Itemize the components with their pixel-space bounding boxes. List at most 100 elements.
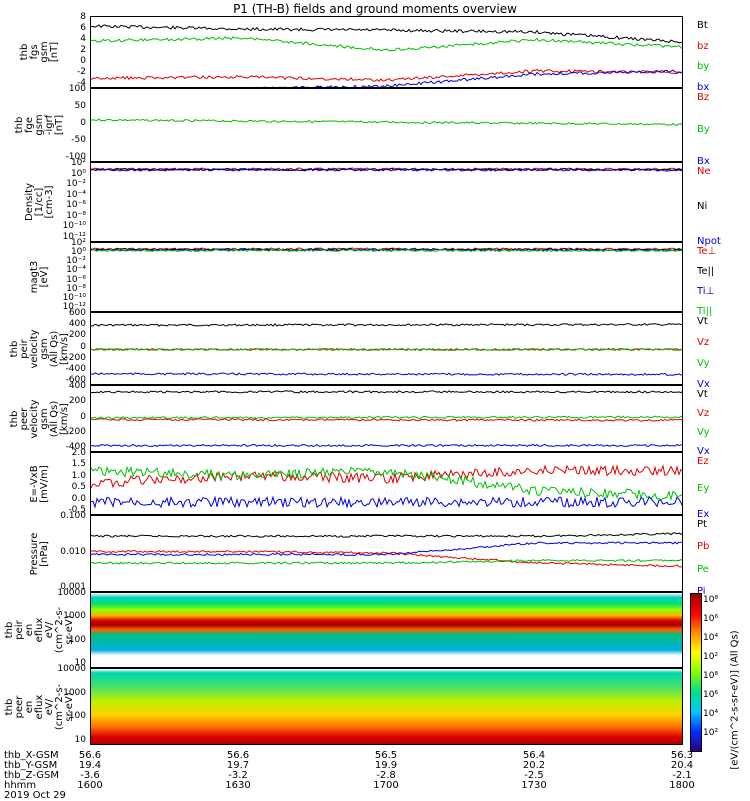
- xaxis-row-label: thb_Z-GSM: [4, 770, 59, 781]
- ytick-density: 10²: [70, 158, 86, 168]
- legend-efield-Ez: Ez: [697, 456, 709, 467]
- ylabel-density: Density [1/cc] [cm-3]: [24, 182, 55, 222]
- colorbar-tick: 10²: [703, 728, 719, 738]
- legend-temperature-Ti⊥: Ti⊥: [697, 286, 715, 297]
- ytick-density: 10⁻⁴: [66, 189, 86, 200]
- ytick-fgs_gsm: 6: [80, 23, 86, 33]
- ytick-fgs_gsm: -4: [77, 78, 86, 88]
- ytick-efield: 1.0: [71, 470, 86, 481]
- series-density-Ne: [91, 167, 682, 171]
- legend-fge_gsm-Bz: Bz: [697, 92, 710, 103]
- legend-peer_velocity-Vx: Vx: [697, 446, 710, 457]
- legend-peer_velocity-Vz: Vz: [697, 408, 710, 419]
- ylabel-efield: E=-VxB [mV/m]: [29, 464, 50, 503]
- series-pressure-Pe: [91, 558, 682, 565]
- legend-pressure-Pb: Pb: [697, 541, 710, 553]
- ytick-fge_gsm: -100: [65, 152, 86, 162]
- panel-temperature: [90, 242, 683, 312]
- legend-efield-Ex: Ex: [697, 509, 710, 520]
- ytick-peer_velocity: -200: [65, 426, 86, 437]
- legend-fgs_gsm-Bt: Bt: [697, 20, 708, 31]
- spectrogram-peer_spec: [91, 669, 682, 744]
- ytick-fgs_gsm: 2: [80, 45, 86, 55]
- ytick-temperature: 10⁻¹⁰: [62, 292, 86, 303]
- series-efield-Ey: [91, 465, 682, 502]
- legend-fge_gsm-Bx: Bx: [697, 156, 710, 167]
- panel-peir_velocity: [90, 312, 683, 385]
- xaxis-value: 19.9: [374, 760, 398, 771]
- xaxis-value: 1630: [225, 780, 251, 791]
- ytick-density: 10⁰: [70, 168, 86, 179]
- legend-efield-Ey: Ey: [697, 482, 710, 494]
- xaxis-value: -2.1: [672, 770, 692, 781]
- plot-area-peer_velocity: [91, 390, 682, 448]
- legend-fgs_gsm-bz: bz: [697, 40, 709, 52]
- series-fgs_gsm-bz: [91, 68, 682, 82]
- xaxis-value: 19.4: [78, 760, 102, 771]
- ytick-peer_spec: 10: [74, 735, 86, 745]
- ytick-peer_velocity: 0: [80, 411, 86, 422]
- legend-fgs_gsm-by: by: [697, 61, 710, 73]
- legend-pressure-Pi: Pi: [697, 586, 706, 597]
- series-pressure-Pb: [91, 549, 682, 568]
- series-temperature-Ti||: [91, 248, 682, 253]
- ytick-pressure: 0.001: [60, 582, 86, 592]
- ytick-fge_gsm: 0: [80, 118, 86, 128]
- ytick-peir_velocity: 200: [68, 330, 86, 341]
- plot-area-density: [91, 167, 682, 172]
- plot-area-pressure: [91, 532, 682, 568]
- series-peer_velocity-Vx: [91, 443, 682, 448]
- ytick-peir_velocity: 0: [80, 341, 86, 352]
- spectrogram-peir_spec: [91, 593, 682, 667]
- ytick-peir_spec: 10000: [57, 588, 86, 598]
- ytick-fgs_gsm: 8: [80, 12, 86, 22]
- colorbar-tick: 10²: [703, 652, 719, 662]
- series-peir_velocity-Vt: [91, 323, 682, 327]
- ytick-peir_velocity: -600: [65, 375, 86, 385]
- xaxis-value: 1800: [669, 780, 695, 791]
- colorbar: [690, 593, 702, 752]
- plot-area-peir_spec: [91, 593, 682, 667]
- ytick-peer_spec: 100: [68, 711, 86, 722]
- ytick-density: 10⁻¹²: [62, 232, 86, 242]
- ytick-density: 10⁻⁶: [66, 200, 86, 211]
- colorbar-tick: 10⁶: [703, 690, 719, 700]
- legend-peir_velocity-Vz: Vz: [697, 337, 710, 348]
- series-fgs_gsm-bx: [117, 69, 682, 87]
- xaxis-value: 20.4: [670, 760, 694, 771]
- xaxis-value: -2.8: [376, 770, 396, 781]
- panel-pressure: [90, 515, 683, 592]
- legend-temperature-Te||: Te||: [697, 266, 715, 277]
- ytick-peir_spec: 10: [74, 658, 86, 668]
- xaxis-value: 19.7: [226, 760, 250, 771]
- xaxis-value: 20.2: [522, 760, 546, 771]
- legend-peir_velocity-Vy: Vy: [697, 358, 710, 369]
- panel-peer_velocity: [90, 385, 683, 452]
- series-density-Npot: [91, 168, 682, 172]
- ytick-fgs_gsm: -2: [77, 67, 86, 77]
- series-fgs_gsm-by: [91, 36, 682, 52]
- ytick-peer_velocity: -400: [65, 442, 86, 452]
- series-pressure-Pt: [91, 532, 682, 538]
- series-temperature-Te⊥: [91, 247, 682, 251]
- xaxis-row-label: thb_X-GSM: [4, 750, 59, 761]
- legend-peir_velocity-Vt: Vt: [697, 316, 708, 327]
- ytick-efield: 2.0: [71, 448, 86, 458]
- series-peer_velocity-Vy: [91, 415, 682, 420]
- legend-temperature-Ti||: Ti||: [697, 306, 713, 317]
- series-efield-Ex: [91, 495, 682, 509]
- ytick-peir_velocity: -200: [65, 352, 86, 363]
- series-peer_velocity-Vt: [91, 390, 682, 394]
- xaxis-date: 2019 Oct 29: [4, 790, 66, 801]
- legend-peer_velocity-Vy: Vy: [697, 427, 710, 438]
- panel-peer_spec: [90, 668, 683, 745]
- plot-title: P1 (TH-B) fields and ground moments over…: [233, 2, 517, 16]
- legend-density-Ne: Ne: [697, 166, 711, 177]
- ylabel-temperature: magt3 [eV]: [29, 260, 50, 294]
- panel-density: [90, 162, 683, 242]
- colorbar-label: [eV/(cm^2-s-sr-eV)] (All Qs): [729, 630, 741, 770]
- series-efield-Ez: [91, 463, 682, 489]
- colorbar-tick: 10⁸: [703, 595, 719, 605]
- legend-fge_gsm-By: By: [697, 124, 710, 135]
- ytick-density: 10⁻⁸: [66, 210, 86, 221]
